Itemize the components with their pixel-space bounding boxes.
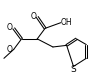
Text: OH: OH bbox=[60, 18, 72, 27]
Text: O: O bbox=[31, 12, 37, 21]
Text: O: O bbox=[6, 45, 12, 54]
Text: S: S bbox=[71, 65, 76, 74]
Text: O: O bbox=[6, 23, 12, 32]
